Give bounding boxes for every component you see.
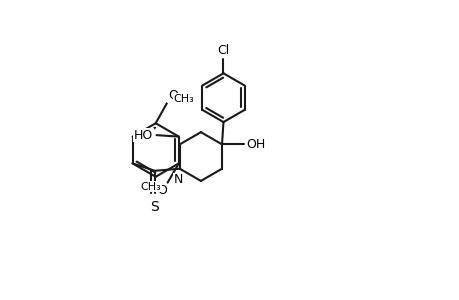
Text: OH: OH <box>245 138 264 151</box>
Text: Cl: Cl <box>217 44 229 57</box>
Text: CH₃: CH₃ <box>140 182 161 192</box>
Text: HO: HO <box>134 129 153 142</box>
Text: S: S <box>150 200 159 214</box>
Text: N: N <box>173 173 183 187</box>
Text: O: O <box>168 89 177 102</box>
Text: CH₃: CH₃ <box>173 94 194 104</box>
Text: O: O <box>157 184 166 196</box>
